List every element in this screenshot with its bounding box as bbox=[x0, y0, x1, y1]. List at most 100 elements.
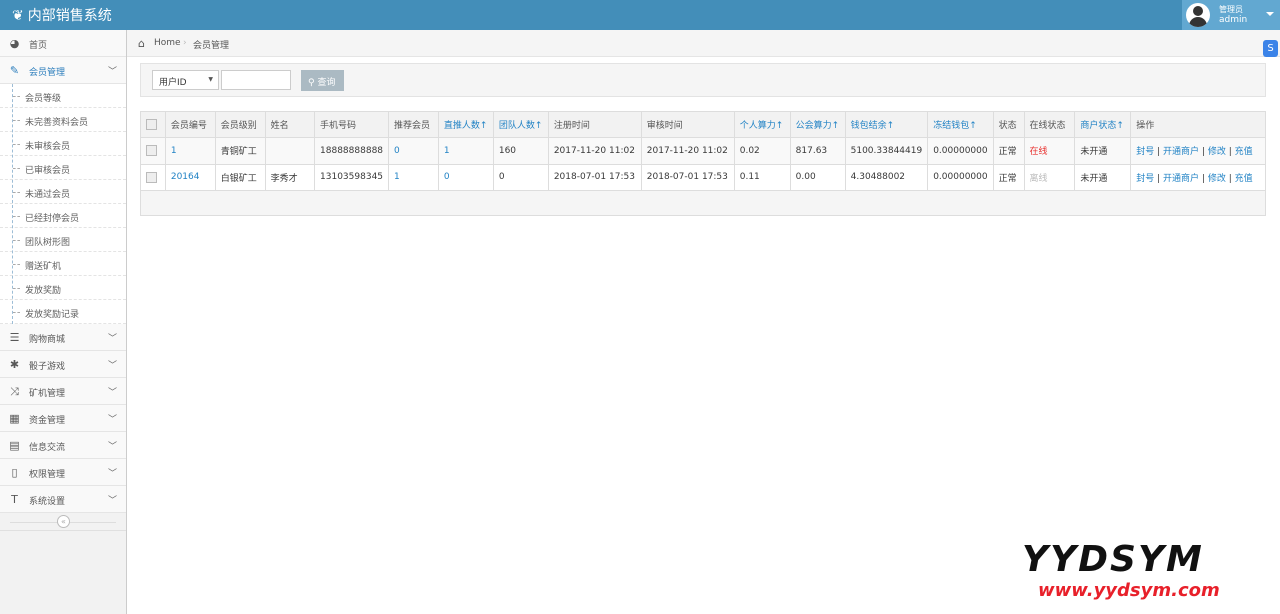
chevron-down-icon: ﹀ bbox=[107, 361, 117, 371]
submenu-item-label: 未完善资料会员 bbox=[25, 118, 89, 128]
members-table: 会员编号 会员级别 姓名 手机号码 推荐会员 直推人数↑ 团队人数↑ 注册时间 审核时间 个人算力… bbox=[140, 111, 1266, 216]
column-header: 手机号码 bbox=[314, 111, 390, 138]
chevron-down-icon: ﹀ bbox=[107, 442, 117, 452]
sidebar-item-1[interactable]: ✎ 会员管理 ﹀ bbox=[0, 57, 126, 84]
submenu-item[interactable]: 未完善资料会员 bbox=[0, 108, 126, 132]
cell-status: 正常 bbox=[992, 163, 1025, 191]
sidebar-item-3[interactable]: ✱ 骰子游戏 ﹀ bbox=[0, 351, 126, 378]
chevron-down-icon: ﹀ bbox=[107, 415, 117, 425]
breadcrumb: ⌂ Home › 会员管理 bbox=[127, 30, 1280, 57]
collapse-icon: « bbox=[57, 515, 70, 528]
sidebar-item-6[interactable]: ▤ 信息交流 ﹀ bbox=[0, 432, 126, 459]
column-header[interactable]: 公会算力↑ bbox=[789, 111, 846, 138]
cell-referrer: 1 bbox=[388, 163, 439, 191]
submenu-item[interactable]: 未审核会员 bbox=[0, 132, 126, 156]
breadcrumb-home[interactable]: Home bbox=[154, 38, 181, 48]
sidebar-item-0[interactable]: ◕ 首页 bbox=[0, 30, 126, 57]
select-all-checkbox[interactable] bbox=[146, 119, 157, 130]
cell-guild: 0.00 bbox=[789, 163, 846, 191]
submenu-item-label: 赠送矿机 bbox=[25, 262, 62, 272]
user-menu[interactable]: 管理员 admin bbox=[1182, 0, 1280, 30]
column-header[interactable]: 团队人数↑ bbox=[492, 111, 549, 138]
search-field-select[interactable]: 用户ID bbox=[152, 70, 219, 90]
pagination bbox=[140, 190, 1266, 216]
cell-wallet: 5100.33844419 bbox=[844, 137, 929, 165]
user-role: 管理员 bbox=[1219, 5, 1243, 14]
sidebar-item-5[interactable]: ▦ 资金管理 ﹀ bbox=[0, 405, 126, 432]
asterisk-icon: ✱ bbox=[9, 358, 20, 371]
action-link-2[interactable]: 修改 bbox=[1207, 147, 1226, 158]
column-header: 在线状态 bbox=[1023, 111, 1076, 138]
sidebar-item-label: 骰子游戏 bbox=[29, 362, 66, 372]
cell-wallet: 4.30488002 bbox=[844, 163, 929, 191]
avatar bbox=[1186, 3, 1210, 27]
select-all-cell bbox=[140, 111, 166, 138]
cell-merchant: 未开通 bbox=[1074, 137, 1132, 165]
sidebar-item-8[interactable]: T 系统设置 ﹀ bbox=[0, 486, 126, 513]
watermark-logo: YYDSYM www.yydsym.com bbox=[1022, 539, 1220, 602]
row-checkbox[interactable] bbox=[146, 171, 157, 183]
action-link-0[interactable]: 封号 bbox=[1136, 173, 1155, 184]
column-header: 状态 bbox=[992, 111, 1025, 138]
action-link-2[interactable]: 修改 bbox=[1207, 173, 1226, 184]
column-header[interactable]: 直推人数↑ bbox=[437, 111, 494, 138]
submenu-item[interactable]: 已经封停会员 bbox=[0, 204, 126, 228]
sidebar-item-4[interactable]: ⤨ 矿机管理 ﹀ bbox=[0, 378, 126, 405]
submenu-item[interactable]: 会员等级 bbox=[0, 84, 126, 108]
search-button[interactable]: ⚲ 查询 bbox=[301, 70, 344, 91]
submenu-item[interactable]: 发放奖励 bbox=[0, 276, 126, 300]
chevron-down-icon: ﹀ bbox=[107, 469, 117, 479]
id-link[interactable]: 20164 bbox=[170, 172, 200, 183]
brand[interactable]: ❦ 内部销售系统 bbox=[12, 5, 112, 25]
column-header: 会员编号 bbox=[164, 111, 216, 138]
sidebar-item-7[interactable]: ▯ 权限管理 ﹀ bbox=[0, 459, 126, 486]
username: admin bbox=[1219, 15, 1248, 25]
sidebar-collapse[interactable]: « bbox=[0, 513, 126, 531]
chevron-down-icon: ﹀ bbox=[107, 388, 117, 398]
action-link-1[interactable]: 开通商户 bbox=[1163, 147, 1200, 158]
search-input[interactable] bbox=[221, 70, 291, 90]
submenu-item-label: 已经封停会员 bbox=[25, 214, 80, 224]
referrer-link[interactable]: 0 bbox=[394, 145, 400, 156]
text-icon: T bbox=[11, 493, 18, 506]
submenu-item[interactable]: 未通过会员 bbox=[0, 180, 126, 204]
cell-actions: 封号 | 开通商户 | 修改 | 充值 bbox=[1130, 137, 1266, 165]
chevron-down-icon: ﹀ bbox=[107, 334, 117, 344]
cell-direct: 1 bbox=[437, 137, 494, 165]
column-header[interactable]: 钱包结余↑ bbox=[844, 111, 929, 138]
edit-icon: ✎ bbox=[9, 64, 20, 77]
row-select-cell bbox=[140, 163, 166, 191]
direct-link[interactable]: 0 bbox=[443, 172, 450, 183]
sidebar-item-label: 系统设置 bbox=[29, 497, 66, 507]
cell-id: 20164 bbox=[164, 163, 216, 191]
chevron-down-icon: ﹀ bbox=[107, 67, 117, 77]
table-footer bbox=[140, 190, 1266, 216]
action-link-3[interactable]: 充值 bbox=[1234, 173, 1253, 184]
id-link[interactable]: 1 bbox=[170, 145, 177, 156]
submenu-item[interactable]: 发放奖励记录 bbox=[0, 300, 126, 324]
action-link-1[interactable]: 开通商户 bbox=[1163, 173, 1200, 184]
referrer-link[interactable]: 1 bbox=[394, 172, 400, 183]
float-tool-icon[interactable]: S bbox=[1263, 40, 1278, 57]
breadcrumb-separator-icon: › bbox=[183, 38, 187, 48]
column-header[interactable]: 个人算力↑ bbox=[733, 111, 791, 138]
submenu-item[interactable]: 已审核会员 bbox=[0, 156, 126, 180]
cell-team: 160 bbox=[492, 137, 549, 165]
table-row: 20164 白银矿工 李秀才 13103598345 1 0 0 2018-07-01 17:… bbox=[140, 163, 1266, 191]
sidebar-item-2[interactable]: ☰ 购物商城 ﹀ bbox=[0, 324, 126, 351]
row-checkbox[interactable] bbox=[146, 145, 157, 157]
cell-merchant: 未开通 bbox=[1074, 163, 1132, 191]
list-icon: ☰ bbox=[9, 331, 20, 344]
direct-link[interactable]: 1 bbox=[443, 145, 450, 156]
column-header[interactable]: 商户状态↑ bbox=[1074, 111, 1132, 138]
submenu-item-label: 发放奖励 bbox=[25, 286, 62, 296]
action-link-3[interactable]: 充值 bbox=[1234, 147, 1253, 158]
submenu-item[interactable]: 团队树形图 bbox=[0, 228, 126, 252]
action-link-0[interactable]: 封号 bbox=[1136, 147, 1155, 158]
column-header[interactable]: 冻结钱包↑ bbox=[927, 111, 994, 138]
cell-team: 0 bbox=[492, 163, 549, 191]
sidebar-item-label: 资金管理 bbox=[29, 416, 66, 426]
cell-power: 0.02 bbox=[733, 137, 791, 165]
column-header: 推荐会员 bbox=[388, 111, 439, 138]
submenu-item[interactable]: 赠送矿机 bbox=[0, 252, 126, 276]
